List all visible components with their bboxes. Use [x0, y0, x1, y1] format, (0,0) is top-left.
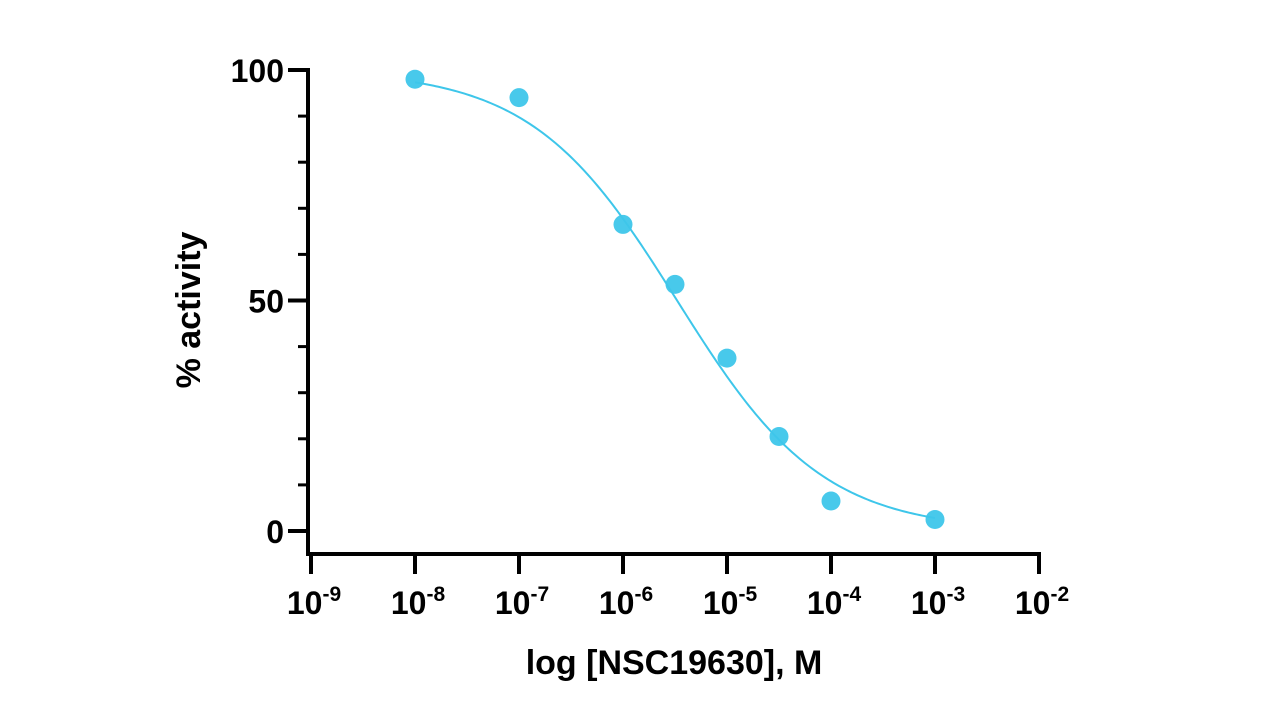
x-axis-label: log [NSC19630], M	[526, 644, 823, 682]
fit-curve	[414, 81, 936, 519]
y-tick-label: 50	[248, 284, 284, 320]
x-tick-label: 10-6	[599, 583, 653, 621]
y-tick-label: 100	[231, 53, 284, 89]
data-point	[509, 88, 529, 108]
y-tick-label: 0	[266, 514, 284, 550]
data-point	[769, 426, 789, 446]
x-tick-label: 10-4	[807, 583, 862, 621]
x-tick-label: 10-2	[1015, 583, 1069, 621]
data-point	[925, 509, 945, 529]
data-point	[717, 348, 737, 368]
data-point	[613, 214, 633, 234]
y-axis-ticks: 0 50 100	[231, 53, 308, 550]
y-axis-label: % activity	[170, 231, 208, 388]
y-minor-ticks	[298, 114, 308, 487]
x-tick-label: 10-8	[391, 583, 446, 621]
data-points	[405, 69, 945, 529]
x-tick-label: 10-7	[495, 583, 549, 621]
x-tick-label: 10-3	[911, 583, 965, 621]
x-tick-label: 10-5	[703, 583, 758, 621]
data-point	[665, 274, 685, 294]
data-point	[821, 491, 841, 511]
x-axis-ticks: 10-9 10-8 10-7 10-6 10-5 10-4 10-3 10-2	[287, 554, 1069, 621]
x-tick-label: 10-9	[287, 583, 341, 621]
data-point	[405, 69, 425, 89]
